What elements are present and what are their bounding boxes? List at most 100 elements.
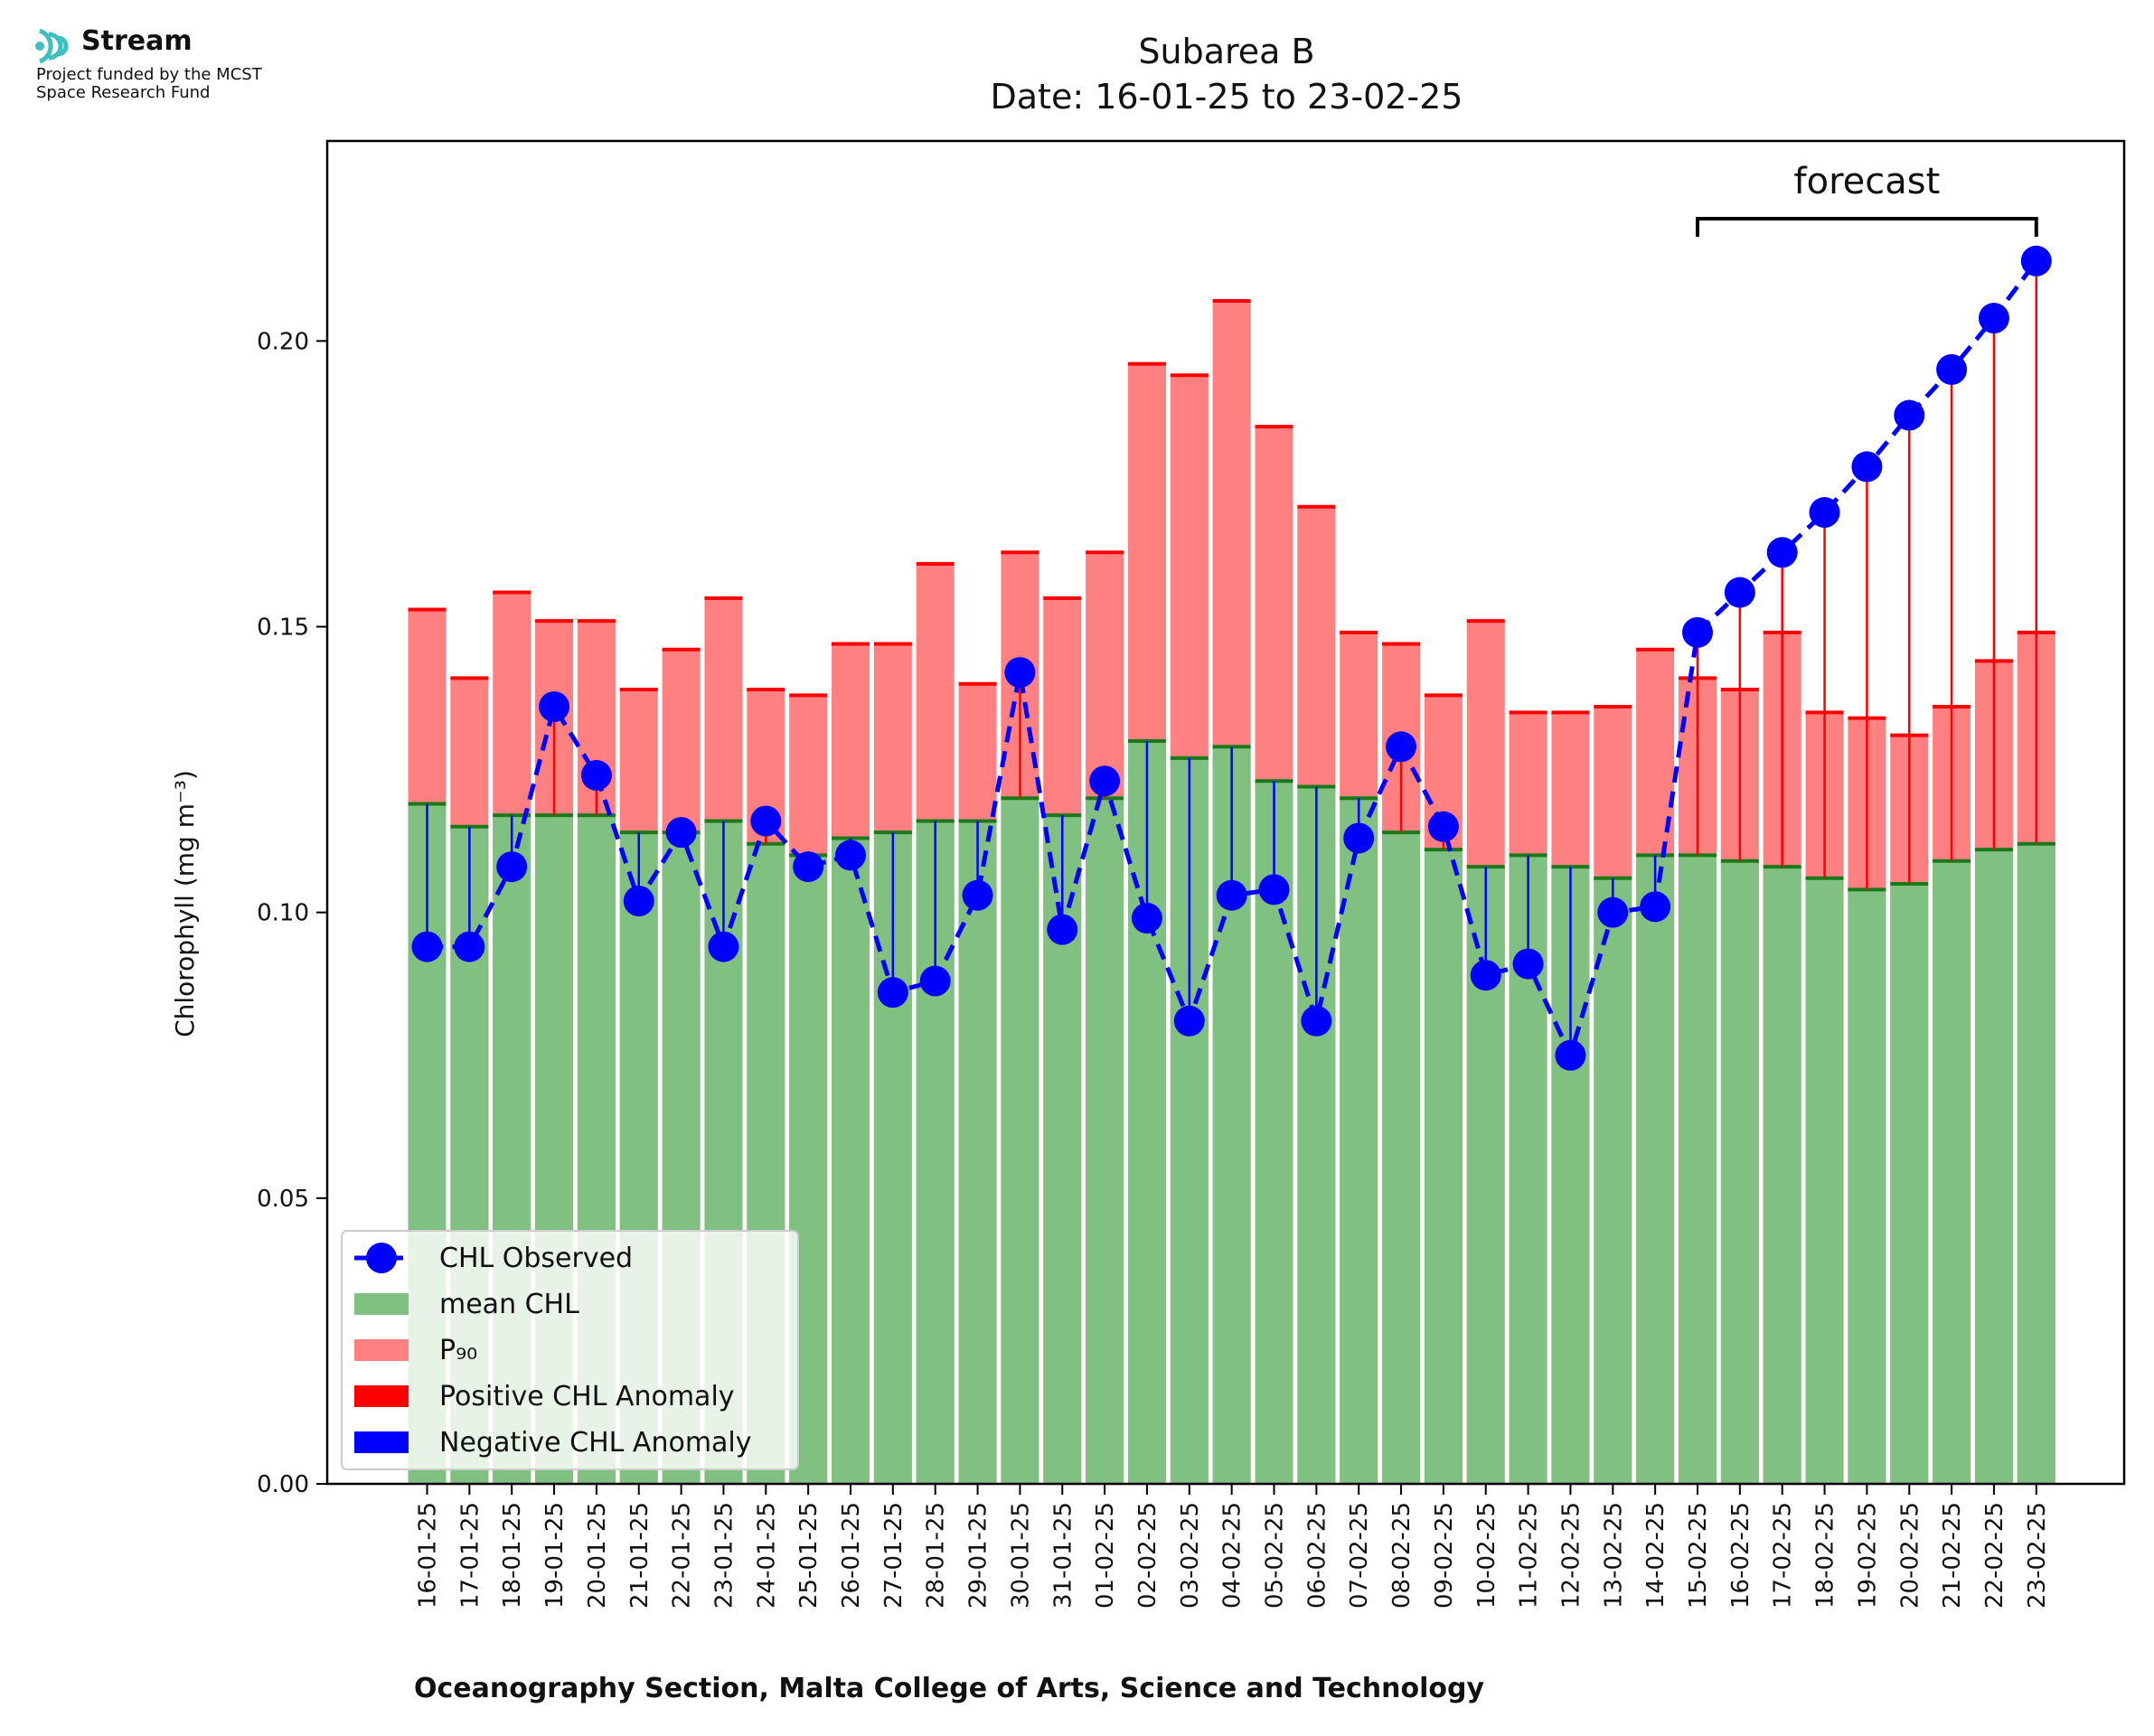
x-tick-label: 03-02-25 (1177, 1502, 1204, 1609)
chl-observed-point (1936, 353, 1968, 385)
x-tick-label: 10-02-25 (1473, 1502, 1500, 1609)
legend-swatch (354, 1385, 409, 1407)
mean-chl-bar (1974, 849, 2013, 1484)
x-tick-label: 05-02-25 (1262, 1502, 1289, 1609)
x-tick-label: 21-01-25 (626, 1502, 654, 1609)
x-tick-label: 19-01-25 (541, 1502, 569, 1609)
chart-subtitle: Date: 16-01-25 to 23-02-25 (991, 77, 1463, 117)
legend-label: mean CHL (439, 1289, 579, 1320)
chl-observed-point (454, 931, 485, 962)
chl-observed-point (750, 805, 782, 837)
x-tick-label: 19-02-25 (1854, 1502, 1881, 1609)
chl-observed-point (793, 851, 824, 883)
mean-chl-bar (1594, 877, 1632, 1484)
forecast-annotation: forecast (1696, 161, 2038, 237)
chl-observed-point (580, 759, 612, 791)
chl-observed-point (919, 965, 951, 997)
chl-observed-point (1427, 811, 1459, 842)
x-tick-label: 17-02-25 (1770, 1502, 1797, 1609)
chl-observed-point (877, 977, 908, 1009)
mean-chl-bar (1636, 855, 1675, 1484)
x-tick-label: 02-02-25 (1134, 1502, 1162, 1609)
chl-observed-point (1089, 765, 1121, 797)
logo-funding-line-1: Project funded by the MCST (36, 65, 262, 84)
x-tick-label: 14-02-25 (1642, 1502, 1670, 1609)
x-tick-label: 18-02-25 (1812, 1502, 1839, 1609)
legend-box (341, 1230, 799, 1470)
x-tick-label: 26-01-25 (838, 1502, 865, 1609)
x-tick-label: 28-01-25 (923, 1502, 950, 1609)
chl-observed-point (1894, 399, 1925, 431)
x-tick-label: 20-01-25 (584, 1502, 611, 1609)
mean-chl-bar (1933, 860, 1971, 1484)
x-tick-label: 30-01-25 (1007, 1502, 1034, 1609)
x-tick-label: 22-02-25 (1981, 1502, 2008, 1609)
x-tick-label: 13-02-25 (1600, 1502, 1627, 1609)
x-tick-label: 01-02-25 (1092, 1502, 1119, 1609)
x-tick-label: 22-01-25 (669, 1502, 696, 1609)
mean-chl-bar (1424, 849, 1463, 1484)
chl-observed-point (1047, 914, 1078, 945)
y-tick-label: 0.10 (257, 900, 309, 927)
mean-chl-bar (1382, 832, 1421, 1484)
chl-observed-point (1512, 948, 1544, 980)
mean-chl-bar (958, 821, 997, 1484)
legend-swatch (354, 1431, 409, 1453)
legend-label: Negative CHL Anomaly (439, 1427, 752, 1459)
chl-observed-point (1004, 657, 1036, 689)
x-tick-label: 23-01-25 (710, 1502, 738, 1609)
chl-observed-point (1216, 879, 1247, 911)
chl-observed-point (1555, 1039, 1586, 1071)
mean-chl-bar (1679, 855, 1717, 1484)
x-tick-label: 27-01-25 (880, 1502, 908, 1609)
mean-chl-bar (1086, 798, 1124, 1484)
chl-observed-point (665, 817, 697, 849)
chl-observed-point (708, 931, 739, 962)
chart-legend: CHL Observed mean CHL P₉₀ Positive CHL Anom… (341, 1230, 799, 1470)
chl-observed-point (539, 691, 570, 723)
x-tick-label: 09-02-25 (1431, 1502, 1458, 1609)
chl-observed-point (623, 886, 654, 917)
x-tick-label: 16-02-25 (1727, 1502, 1754, 1609)
x-tick-label: 25-01-25 (795, 1502, 823, 1609)
mean-chl-bar (832, 838, 870, 1484)
mean-chl-bar (1001, 798, 1039, 1484)
x-tick-label: 29-01-25 (965, 1502, 992, 1609)
chl-observed-point (1724, 577, 1755, 608)
chl-observed-point (1766, 537, 1798, 568)
legend-label: CHL Observed (439, 1243, 633, 1274)
x-tick-label: 04-02-25 (1219, 1502, 1246, 1609)
chl-observed-point (835, 840, 866, 871)
x-tick-label: 23-02-25 (2024, 1502, 2051, 1609)
chl-observed-point (1470, 960, 1501, 991)
stream-waves-icon (35, 28, 69, 64)
x-tick-label: 15-02-25 (1685, 1502, 1712, 1609)
chl-observed-point (1978, 303, 2009, 334)
mean-chl-bar (1340, 798, 1378, 1484)
chl-observed-point (1386, 731, 1417, 763)
mean-chl-bar (1848, 889, 1886, 1484)
mean-chl-bar (1720, 860, 1759, 1484)
x-tick-label: 17-01-25 (456, 1502, 484, 1609)
legend-label: P₉₀ (439, 1335, 477, 1366)
chl-observed-point (962, 879, 993, 911)
x-tick-label: 31-01-25 (1049, 1502, 1077, 1609)
chl-observed-point (1131, 902, 1162, 934)
x-tick-label: 20-02-25 (1896, 1502, 1924, 1609)
chl-observed-point (1682, 616, 1713, 648)
chl-observed-point (1301, 1005, 1332, 1037)
y-tick-label: 0.15 (257, 614, 309, 641)
x-tick-label: 08-02-25 (1388, 1502, 1416, 1609)
mean-chl-bar (2017, 843, 2055, 1484)
chl-observed-point (2020, 245, 2052, 277)
logo-name: Stream (81, 25, 193, 57)
legend-swatch (354, 1339, 409, 1361)
x-tick-label: 21-02-25 (1939, 1502, 1966, 1609)
forecast-label: forecast (1794, 161, 1941, 202)
y-axis-label: Chlorophyll (mg m⁻³) (170, 770, 200, 1037)
logo-funding-line-2: Space Research Fund (36, 83, 211, 102)
x-tick-label: 07-02-25 (1346, 1502, 1373, 1609)
forecast-bracket (1696, 217, 2038, 237)
chl-observed-point (1851, 451, 1883, 483)
mean-chl-bar (1805, 877, 1844, 1484)
